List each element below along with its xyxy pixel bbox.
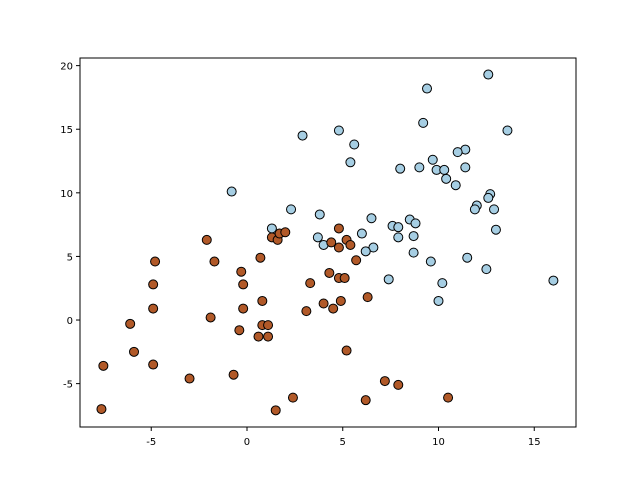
point xyxy=(490,224,501,235)
point xyxy=(481,264,492,275)
point xyxy=(439,164,450,175)
y-tick-label: 15 xyxy=(60,125,73,136)
point xyxy=(341,345,352,356)
point xyxy=(129,346,140,357)
point xyxy=(427,154,438,165)
point xyxy=(548,275,559,286)
point xyxy=(418,117,429,128)
point xyxy=(333,223,344,234)
point xyxy=(393,232,404,243)
point xyxy=(452,147,463,158)
point xyxy=(125,318,136,329)
point xyxy=(238,303,249,314)
y-tick-label: 10 xyxy=(60,189,73,200)
point xyxy=(441,173,452,184)
point xyxy=(460,162,471,173)
x-tick-label: 0 xyxy=(244,437,250,448)
point xyxy=(483,192,494,203)
point xyxy=(356,228,367,239)
x-tick-label: 10 xyxy=(432,437,445,448)
point xyxy=(238,279,249,290)
point xyxy=(393,379,404,390)
point xyxy=(345,157,356,168)
point xyxy=(255,252,266,263)
point xyxy=(366,213,377,224)
point xyxy=(443,392,454,403)
point xyxy=(383,274,394,285)
point xyxy=(270,405,281,416)
x-tick-label: 15 xyxy=(528,437,541,448)
point xyxy=(148,303,159,314)
x-tick-label: -5 xyxy=(146,437,156,448)
x-tick-label: 5 xyxy=(340,437,346,448)
point xyxy=(148,359,159,370)
y-tick-label: 20 xyxy=(60,62,73,73)
point xyxy=(483,69,494,80)
point xyxy=(393,222,404,233)
point xyxy=(236,266,247,277)
point xyxy=(98,360,109,371)
point xyxy=(328,303,339,314)
point xyxy=(228,369,239,380)
point xyxy=(469,204,480,215)
point xyxy=(201,234,212,245)
plot-frame xyxy=(79,57,577,428)
point xyxy=(410,218,421,229)
point xyxy=(335,295,346,306)
point xyxy=(408,231,419,242)
y-tick-label: 0 xyxy=(67,316,73,327)
point xyxy=(351,255,362,266)
point xyxy=(226,186,237,197)
point xyxy=(297,130,308,141)
point xyxy=(301,306,312,317)
point xyxy=(362,292,373,303)
point xyxy=(433,295,444,306)
point xyxy=(209,256,220,267)
point xyxy=(234,325,245,336)
point xyxy=(422,83,433,94)
point xyxy=(326,237,337,248)
point xyxy=(489,204,500,215)
point xyxy=(263,331,274,342)
point xyxy=(360,246,371,257)
point xyxy=(280,227,291,238)
point xyxy=(263,320,274,331)
point xyxy=(333,125,344,136)
point xyxy=(333,242,344,253)
point xyxy=(184,373,195,384)
point xyxy=(437,278,448,289)
point xyxy=(502,125,513,136)
point xyxy=(287,392,298,403)
point xyxy=(318,298,329,309)
point xyxy=(360,395,371,406)
point xyxy=(408,247,419,258)
point xyxy=(257,295,268,306)
point xyxy=(150,256,161,267)
point xyxy=(345,239,356,250)
point xyxy=(312,232,323,243)
point xyxy=(96,404,107,415)
point xyxy=(314,209,325,220)
point xyxy=(305,278,316,289)
point xyxy=(148,279,159,290)
y-tick-label: 5 xyxy=(67,252,73,263)
point xyxy=(395,163,406,174)
point xyxy=(379,376,390,387)
point xyxy=(414,162,425,173)
point xyxy=(425,256,436,267)
point xyxy=(253,331,264,342)
point xyxy=(324,267,335,278)
y-tick-label: -5 xyxy=(63,380,73,391)
point xyxy=(286,204,297,215)
point xyxy=(339,273,350,284)
point xyxy=(462,252,473,263)
point xyxy=(349,139,360,150)
point xyxy=(205,312,216,323)
point xyxy=(450,180,461,191)
